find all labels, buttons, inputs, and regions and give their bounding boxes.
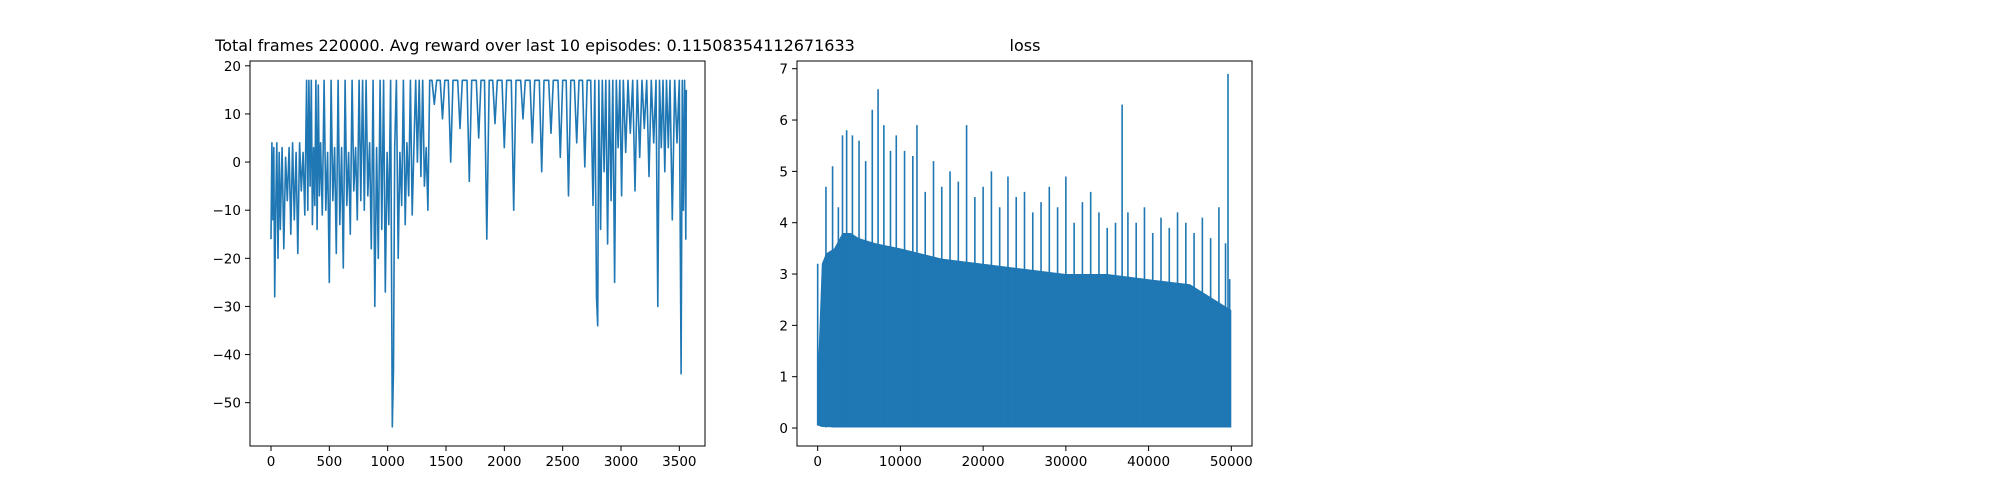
loss-y-tick-label: 6 bbox=[779, 113, 788, 129]
reward-y-tick-label: −40 bbox=[213, 348, 242, 364]
reward-x-tick-label: 3000 bbox=[604, 454, 638, 470]
reward-x-tick-label: 1500 bbox=[429, 454, 463, 470]
loss-y-tick-label: 4 bbox=[779, 216, 788, 232]
reward-x-axis: 0 500 1000 1500 2000 2500 3000 3500 bbox=[267, 446, 697, 470]
reward-y-tick-label: −30 bbox=[213, 299, 242, 315]
reward-y-tick-label: −50 bbox=[213, 396, 242, 412]
loss-x-tick-label: 0 bbox=[813, 454, 822, 470]
loss-y-tick-label: 0 bbox=[779, 421, 788, 437]
reward-y-tick-label: 10 bbox=[224, 107, 241, 123]
loss-x-tick-label: 20000 bbox=[962, 454, 1005, 470]
reward-axes-frame bbox=[249, 60, 706, 447]
reward-x-tick-label: 2000 bbox=[487, 454, 521, 470]
loss-x-tick-label: 30000 bbox=[1044, 454, 1087, 470]
reward-plot-area bbox=[270, 79, 688, 428]
loss-x-tick-label: 10000 bbox=[879, 454, 922, 470]
reward-x-tick-label: 1000 bbox=[370, 454, 404, 470]
reward-chart: Total frames 220000. Avg reward over las… bbox=[213, 36, 855, 470]
loss-y-tick-label: 1 bbox=[779, 370, 788, 386]
loss-x-axis: 0 10000 20000 30000 40000 50000 bbox=[813, 446, 1253, 470]
loss-y-tick-label: 5 bbox=[779, 164, 788, 180]
loss-x-tick-label: 40000 bbox=[1127, 454, 1170, 470]
loss-chart: loss 0 10000 20000 30000 40000 50000 0 1 2 3 4 5 6 7 bbox=[779, 36, 1252, 470]
reward-y-tick-label: −10 bbox=[213, 203, 242, 219]
reward-y-axis: −50 −40 −30 −20 −10 0 10 20 bbox=[213, 59, 250, 412]
loss-plot-area bbox=[816, 73, 1232, 428]
loss-y-tick-label: 7 bbox=[779, 62, 788, 78]
reward-y-tick-label: 20 bbox=[224, 59, 241, 75]
reward-x-tick-label: 500 bbox=[316, 454, 342, 470]
reward-series-line bbox=[270, 79, 688, 428]
reward-y-tick-label: 0 bbox=[232, 155, 241, 171]
reward-x-tick-label: 3500 bbox=[662, 454, 696, 470]
loss-x-tick-label: 50000 bbox=[1210, 454, 1253, 470]
reward-x-tick-label: 2500 bbox=[545, 454, 579, 470]
loss-y-tick-label: 3 bbox=[779, 267, 788, 283]
loss-y-tick-label: 2 bbox=[779, 318, 788, 334]
loss-axes-frame bbox=[796, 60, 1253, 447]
reward-chart-title: Total frames 220000. Avg reward over las… bbox=[214, 36, 855, 55]
reward-y-tick-label: −20 bbox=[213, 251, 242, 267]
reward-x-tick-label: 0 bbox=[267, 454, 276, 470]
loss-chart-title: loss bbox=[1010, 36, 1041, 55]
loss-y-axis: 0 1 2 3 4 5 6 7 bbox=[779, 62, 797, 437]
